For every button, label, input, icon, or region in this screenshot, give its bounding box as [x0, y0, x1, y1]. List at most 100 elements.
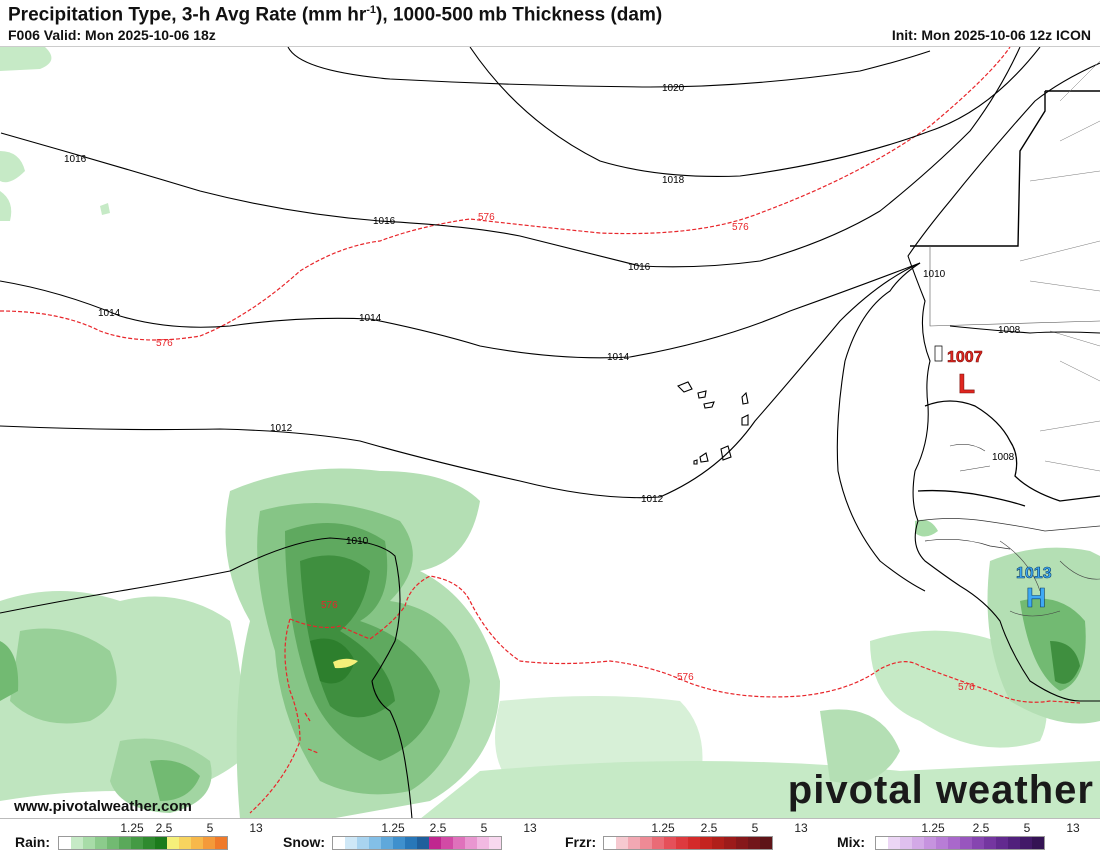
low-pressure-center: 1007 L	[947, 349, 983, 400]
legend-swatch	[888, 837, 900, 849]
isobar-label: 1018	[662, 175, 685, 186]
legend-ticks: 1.25 2.5 5 13	[120, 821, 263, 835]
legend-swatch	[700, 837, 712, 849]
legend-snow: Snow: 1.25 2.5 5 13	[283, 819, 558, 851]
legend-colorbar	[58, 836, 228, 850]
legend-swatch	[936, 837, 948, 849]
legend-swatch	[628, 837, 640, 849]
land-borders	[677, 60, 1100, 702]
legend-swatch	[1032, 837, 1044, 849]
isobar-label: 1008	[998, 325, 1021, 336]
legend-swatch	[167, 837, 179, 849]
contour-labels: 1020 1018 1016 1016 1016 1014 1014 1014 …	[64, 83, 1021, 547]
legend-swatch	[477, 837, 489, 849]
isobar-label: 1010	[923, 269, 946, 280]
legend-swatch	[441, 837, 453, 849]
legend-ticks: 1.25 2.5 5 13	[921, 821, 1080, 835]
legend-ticks: 1.25 2.5 5 13	[651, 821, 808, 835]
legend-rain: Rain: 1.25 2.5 5 13	[15, 819, 275, 851]
legend-swatch	[155, 837, 167, 849]
legend-swatch	[405, 837, 417, 849]
legend-swatch	[1008, 837, 1020, 849]
legend-swatch	[357, 837, 369, 849]
legend-ticks: 1.25 2.5 5 13	[381, 821, 537, 835]
legend-swatch	[640, 837, 652, 849]
thickness-labels: 576 576 576 576 576 576	[156, 212, 975, 693]
legend-swatch	[179, 837, 191, 849]
high-value: 1013	[1016, 565, 1052, 582]
legend-colorbar	[332, 836, 502, 850]
legend-swatch	[996, 837, 1008, 849]
precip-shading	[0, 47, 1100, 819]
isobar-label: 1014	[607, 352, 630, 363]
isobar-label: 1014	[359, 313, 382, 324]
legend-swatch	[417, 837, 429, 849]
thickness-label: 576	[732, 222, 749, 233]
thickness-label: 576	[958, 682, 975, 693]
legend-swatch	[345, 837, 357, 849]
map-panel[interactable]: 1020 1018 1016 1016 1016 1014 1014 1014 …	[0, 46, 1100, 819]
legend-swatch	[71, 837, 83, 849]
legend-swatch	[984, 837, 996, 849]
isobar-label: 1016	[628, 262, 651, 273]
high-symbol: H	[1026, 582, 1046, 613]
isobar-label: 1016	[64, 154, 87, 165]
legend-swatch	[736, 837, 748, 849]
legend-swatch	[489, 837, 501, 849]
legend-swatch	[712, 837, 724, 849]
legend-swatch	[131, 837, 143, 849]
low-symbol: L	[958, 368, 975, 399]
legend-swatch	[664, 837, 676, 849]
legend-swatch	[724, 837, 736, 849]
legend-label: Rain:	[15, 834, 50, 850]
map-title: Precipitation Type, 3-h Avg Rate (mm hr-…	[8, 4, 663, 26]
thickness-label: 576	[478, 212, 495, 223]
site-url[interactable]: www.pivotalweather.com	[14, 798, 192, 815]
legend-swatch	[652, 837, 664, 849]
legend-swatch	[453, 837, 465, 849]
legend-swatch	[688, 837, 700, 849]
legend-frzr: Frzr: 1.25 2.5 5 13	[565, 819, 825, 851]
legend-swatch	[676, 837, 688, 849]
legend-swatch	[972, 837, 984, 849]
isobar-label: 1012	[270, 423, 293, 434]
precip-type-legend: Rain: 1.25 2.5 5 13 Snow: 1.25 2.5 5 13 …	[0, 818, 1100, 851]
legend-swatch	[960, 837, 972, 849]
legend-swatch	[948, 837, 960, 849]
legend-swatch	[760, 837, 772, 849]
pivotal-weather-logo: pivotal weather	[787, 768, 1094, 812]
legend-label: Snow:	[283, 834, 325, 850]
legend-swatch	[900, 837, 912, 849]
header: Precipitation Type, 3-h Avg Rate (mm hr-…	[0, 0, 1100, 46]
legend-swatch	[381, 837, 393, 849]
init-time: Init: Mon 2025-10-06 12z ICON	[891, 27, 1091, 43]
thickness-contours	[0, 47, 1081, 814]
valid-time: F006 Valid: Mon 2025-10-06 18z	[8, 27, 216, 43]
legend-swatch	[1020, 837, 1032, 849]
isobar-label: 1010	[346, 536, 369, 547]
legend-swatch	[369, 837, 381, 849]
legend-mix: Mix: 1.25 2.5 5 13	[837, 819, 1097, 851]
legend-swatch	[215, 837, 227, 849]
legend-swatch	[107, 837, 119, 849]
thickness-label: 576	[677, 672, 694, 683]
isobar-contours	[0, 47, 1100, 819]
isobar-label: 1012	[641, 494, 664, 505]
low-value: 1007	[947, 349, 983, 366]
legend-swatch	[876, 837, 888, 849]
legend-colorbar	[875, 836, 1045, 850]
legend-swatch	[616, 837, 628, 849]
legend-swatch	[95, 837, 107, 849]
legend-swatch	[333, 837, 345, 849]
legend-swatch	[912, 837, 924, 849]
isobar-label: 1016	[373, 216, 396, 227]
legend-swatch	[429, 837, 441, 849]
legend-label: Mix:	[837, 834, 865, 850]
thickness-label: 576	[156, 338, 173, 349]
legend-swatch	[59, 837, 71, 849]
legend-swatch	[393, 837, 405, 849]
legend-swatch	[83, 837, 95, 849]
legend-swatch	[203, 837, 215, 849]
legend-swatch	[191, 837, 203, 849]
legend-swatch	[465, 837, 477, 849]
